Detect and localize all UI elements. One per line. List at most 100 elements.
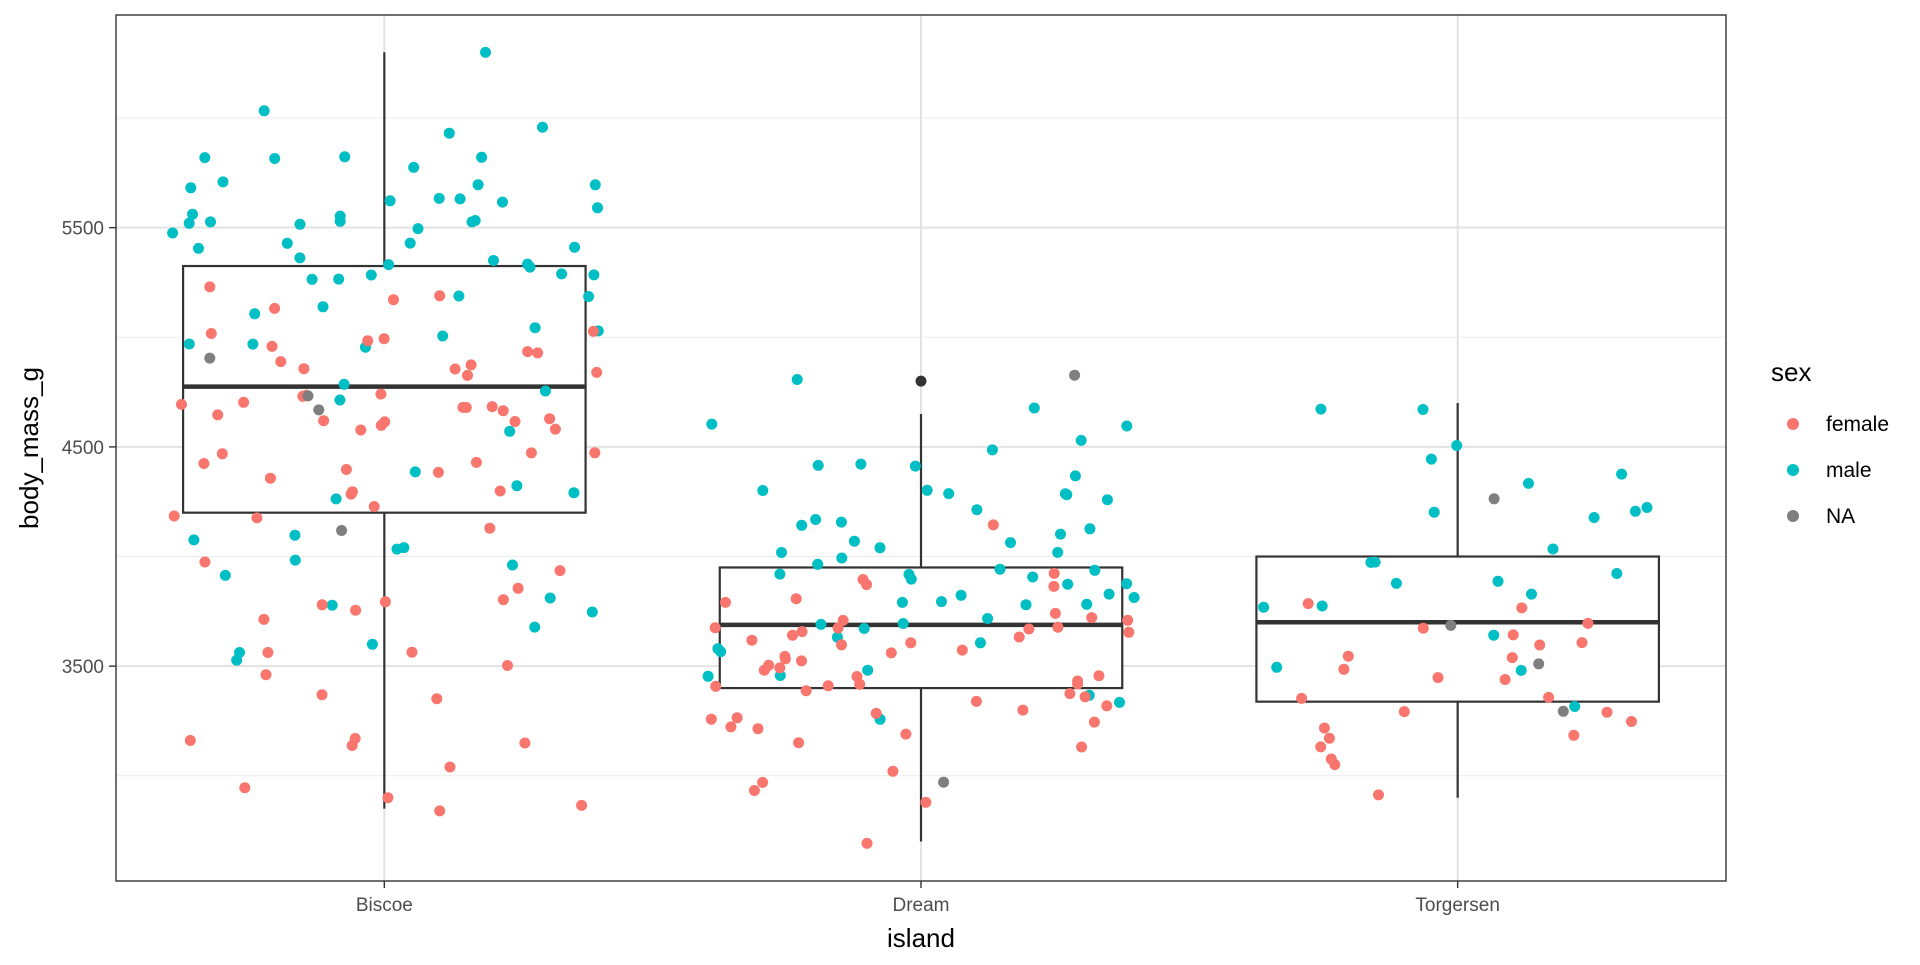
point-female [486, 401, 498, 413]
point-male [1425, 453, 1437, 465]
point-female [710, 680, 722, 692]
point-female [800, 685, 812, 697]
point-male [812, 558, 824, 570]
point-male [539, 385, 551, 397]
point-female [549, 423, 561, 435]
point-male [453, 290, 465, 302]
box-torgersen [1255, 403, 1661, 798]
point-female [406, 646, 418, 658]
point-male [1005, 537, 1016, 549]
point-female [709, 622, 721, 634]
point-female [832, 622, 844, 634]
point-na [1445, 619, 1457, 631]
box-biscoe [181, 52, 587, 809]
point-male [706, 418, 718, 430]
point-male [289, 529, 301, 541]
point-male [855, 458, 867, 470]
point-male [971, 504, 983, 516]
point-female [1373, 789, 1384, 801]
point-male [1055, 528, 1066, 540]
y-tick-label: 5500 [62, 219, 104, 240]
point-male [909, 460, 921, 472]
point-female [1017, 704, 1029, 716]
point-female [1417, 622, 1429, 634]
point-male [294, 252, 306, 264]
point-male [1492, 575, 1504, 587]
point-male [339, 151, 351, 163]
point-male [1121, 578, 1133, 590]
point-male [858, 623, 870, 634]
point-female [199, 556, 211, 568]
point-male [1547, 543, 1559, 555]
point-female [870, 707, 882, 719]
point-female [1023, 623, 1035, 635]
point-female [316, 599, 328, 611]
point-female [388, 294, 399, 306]
point-female [502, 660, 513, 671]
legend-label-male: male [1826, 459, 1872, 482]
point-female [1568, 729, 1580, 741]
point-male [776, 547, 787, 558]
iqr-box [181, 264, 587, 514]
point-male [974, 637, 986, 649]
point-female [375, 419, 387, 431]
point-female [264, 472, 276, 484]
point-female [350, 604, 362, 616]
point-male [812, 459, 824, 471]
point-female [796, 626, 808, 638]
point-male [333, 273, 345, 285]
point-female [382, 792, 394, 804]
y-tick-label: 4500 [62, 438, 104, 459]
x-axis-title: island [887, 923, 955, 953]
y-axis-title: body_mass_g [14, 367, 44, 529]
point-male [408, 161, 420, 173]
point-female [1432, 672, 1444, 684]
point-na [336, 525, 348, 536]
point-male [398, 542, 410, 554]
point-male [437, 330, 449, 342]
point-female [589, 447, 601, 459]
point-male [1526, 588, 1537, 600]
point-female [355, 424, 367, 436]
point-female [346, 740, 358, 751]
point-male [556, 268, 568, 280]
point-female [705, 713, 717, 725]
y-axis: 3500 4500 5500 [62, 219, 116, 678]
point-male [383, 259, 395, 271]
point-female [434, 290, 446, 302]
point-male [791, 374, 803, 385]
point-male [183, 217, 195, 229]
point-female [522, 346, 534, 358]
x-tick-label: Torgersen [1415, 895, 1500, 916]
point-female [494, 485, 506, 497]
point-na [1488, 493, 1500, 505]
point-male [334, 394, 346, 406]
point-female [752, 723, 764, 735]
point-female [378, 333, 390, 345]
point-female [238, 396, 250, 408]
point-female [316, 689, 328, 701]
point-male [511, 480, 523, 492]
point-female [434, 805, 446, 817]
legend-label-female: female [1826, 413, 1889, 436]
point-male [544, 592, 556, 604]
point-male [986, 444, 998, 456]
legend: sex female male NA [1771, 357, 1889, 528]
point-female [298, 363, 310, 375]
point-female [251, 512, 263, 524]
point-female [1052, 621, 1064, 633]
point-male [249, 308, 261, 320]
point-male [231, 654, 243, 666]
point-male [1611, 568, 1623, 579]
point-male [488, 255, 499, 266]
point-female [970, 695, 982, 707]
point-male [409, 466, 421, 478]
point-male [1101, 494, 1113, 506]
point-male [810, 514, 822, 525]
legend-title: sex [1771, 357, 1811, 387]
point-female [790, 593, 802, 605]
point-male [1258, 601, 1270, 613]
point-female [796, 655, 807, 667]
point-female [1076, 741, 1088, 753]
